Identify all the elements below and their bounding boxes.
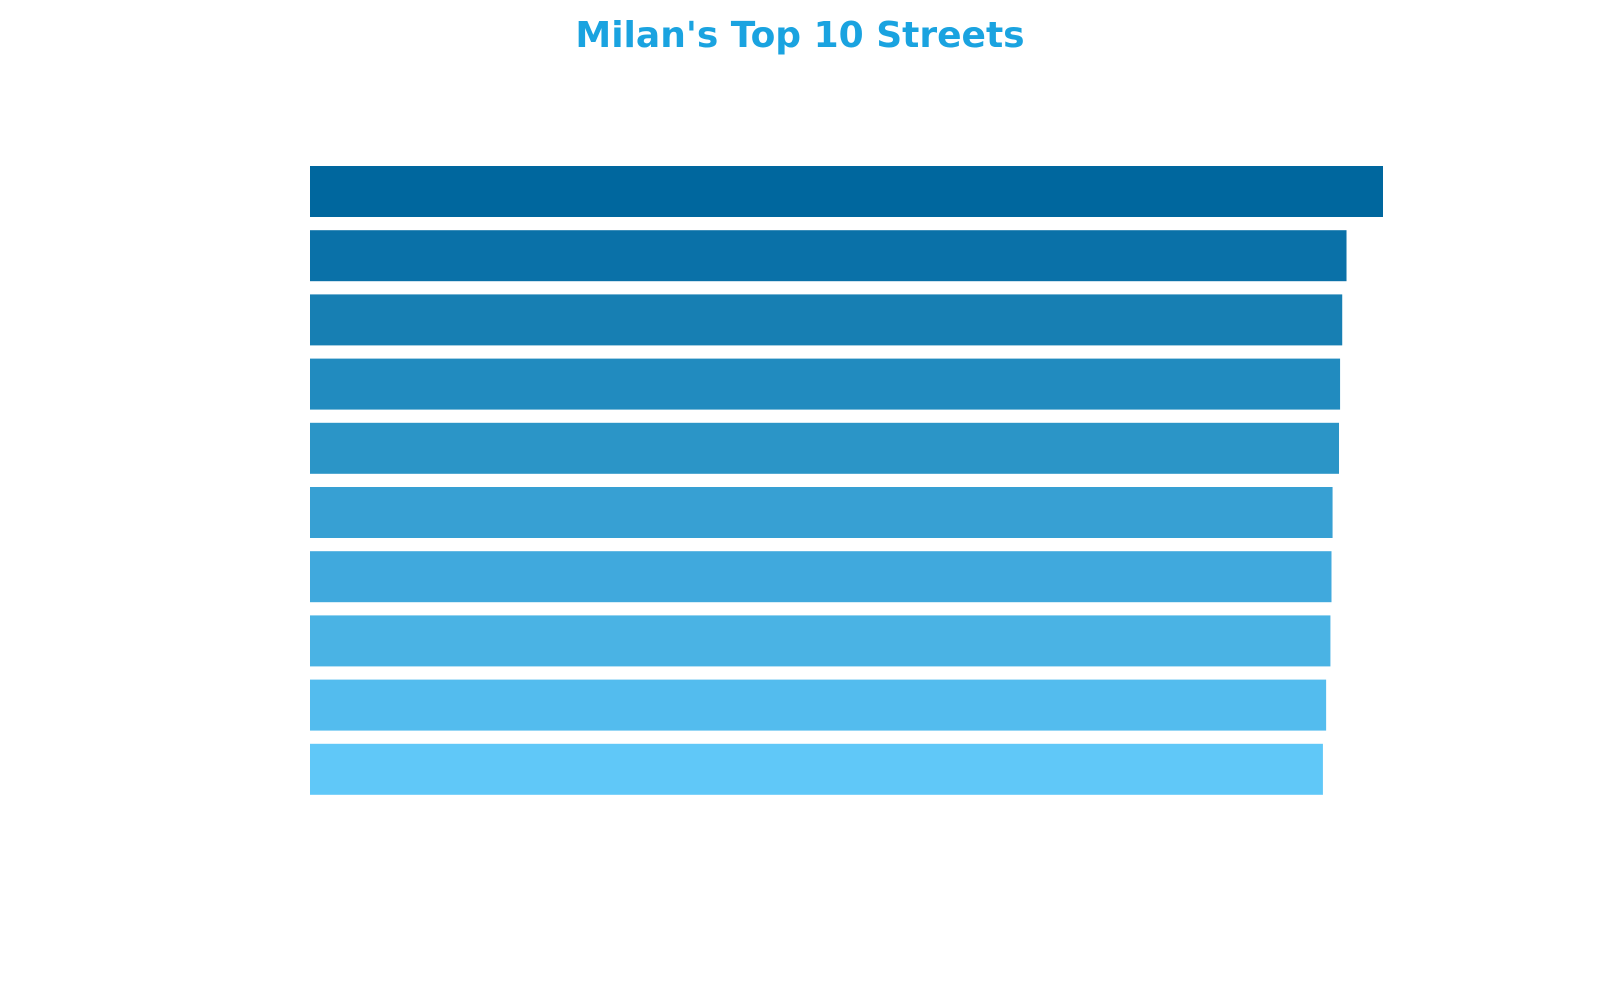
bar-4 (310, 358, 1341, 410)
chart-title: Milan's Top 10 Streets (575, 15, 1025, 56)
bar-7 (310, 551, 1332, 603)
bar-6 (310, 487, 1333, 538)
bars-group (310, 166, 1383, 795)
bar-3 (310, 294, 1343, 346)
bar-1 (310, 166, 1383, 217)
bar-8 (310, 615, 1331, 667)
bar-2 (310, 230, 1347, 282)
bar-9 (310, 679, 1327, 731)
bar-5 (310, 422, 1340, 474)
bar-10 (310, 743, 1323, 795)
